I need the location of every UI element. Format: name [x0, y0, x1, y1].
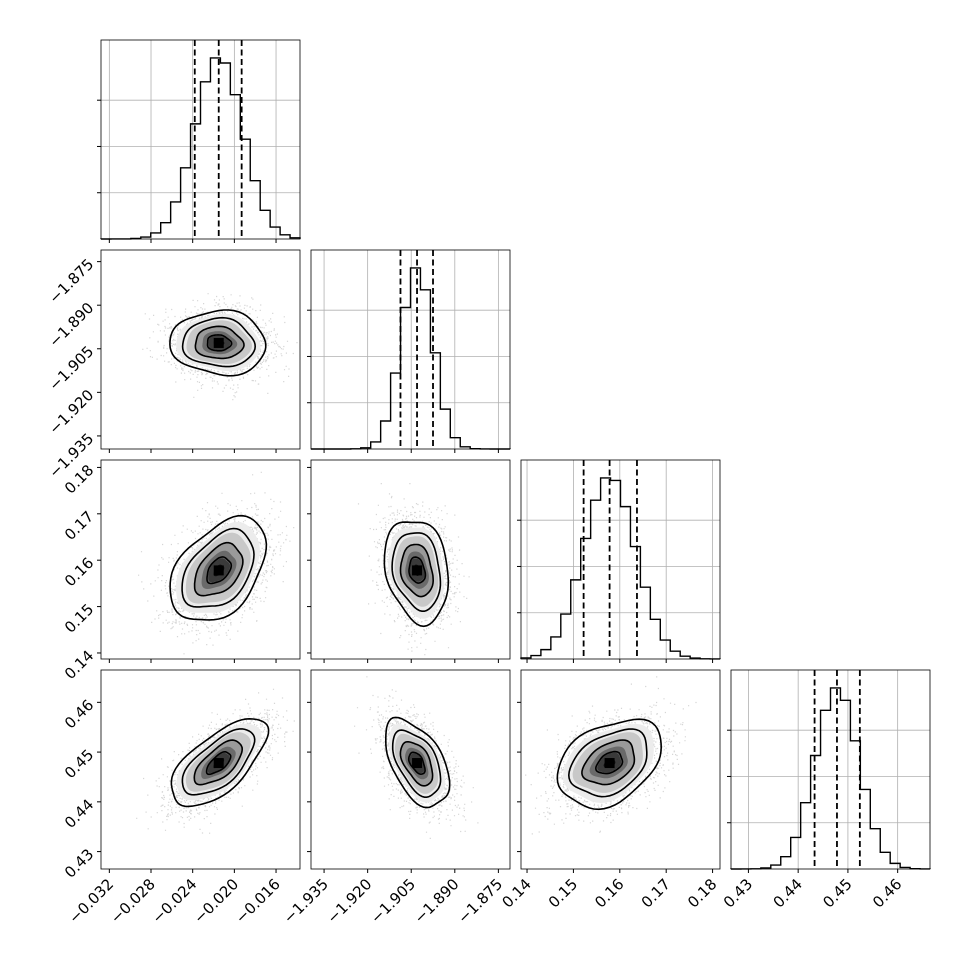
histogram-step-line [520, 477, 721, 660]
y-tick-label: 0.46 [61, 696, 97, 732]
contour-line [194, 325, 245, 360]
density-peak [213, 758, 224, 769]
y-tick-label: 0.16 [61, 554, 97, 590]
x-tick-label: −1.905 [367, 875, 419, 927]
y-tick-label: 0.45 [61, 746, 97, 782]
sample-points [136, 688, 295, 834]
contour-line [581, 739, 636, 786]
contour-line [391, 532, 442, 612]
histogram-step-line [730, 687, 931, 870]
x-tick-label: 0.46 [869, 875, 905, 911]
contour-line [181, 316, 257, 368]
panel-frame [730, 669, 931, 870]
panel-frame [310, 669, 511, 870]
sample-points [142, 293, 298, 401]
contour-line [206, 334, 233, 352]
y-tick-label: −1.905 [45, 342, 97, 394]
contour-line [170, 717, 270, 808]
histogram-panel-1 [307, 249, 511, 450]
density-panel-3-0 [97, 669, 301, 873]
panel-frame [100, 669, 301, 870]
density-peak [604, 758, 615, 769]
sample-points [357, 483, 470, 656]
contour-line [567, 728, 648, 798]
density-panel-2-0 [97, 459, 301, 663]
x-tick-label: −0.016 [232, 875, 284, 927]
x-tick-label: 0.45 [819, 875, 855, 911]
x-tick-label: 0.18 [684, 875, 720, 911]
x-tick-label: −0.024 [149, 875, 201, 927]
x-tick-label: −0.028 [107, 875, 159, 927]
density-panel-3-1 [307, 669, 511, 873]
histogram-step-line [100, 57, 301, 240]
y-tick-label: 0.17 [61, 507, 97, 543]
x-tick-label: −0.032 [65, 875, 117, 927]
density-peak [213, 565, 224, 576]
panel-frame [100, 39, 301, 240]
x-tick-label: 0.17 [638, 875, 674, 911]
contour-line [206, 556, 233, 585]
y-tick-label: −1.890 [45, 299, 97, 351]
contour-line [169, 514, 268, 621]
y-tick-label: −1.875 [45, 255, 97, 307]
density-panel-3-2 [517, 669, 721, 873]
panel-frame [100, 249, 301, 450]
panel-frame [520, 459, 721, 660]
x-tick-label: −1.875 [454, 875, 506, 927]
contour-line [556, 718, 663, 811]
density-panel-2-1 [307, 459, 511, 663]
y-tick-label: 0.15 [61, 600, 97, 636]
histogram-panel-3 [727, 669, 931, 870]
contour-line [193, 739, 244, 786]
panel-frame [310, 249, 511, 450]
contour-line [181, 527, 255, 608]
x-tick-label: −0.020 [190, 875, 242, 927]
contour-line [594, 750, 624, 775]
panel-frame [520, 669, 721, 870]
density-peak [412, 758, 423, 769]
sample-points [525, 676, 697, 835]
density-panel-1-0 [97, 249, 301, 453]
y-tick-label: 0.44 [61, 795, 97, 831]
histogram-panel-2 [517, 459, 721, 660]
contour-line [383, 521, 450, 628]
y-tick-label: 0.14 [61, 647, 97, 683]
contour-line [399, 741, 434, 787]
panel-frame [310, 459, 511, 660]
sample-points [354, 676, 479, 839]
panel-frame [100, 459, 301, 660]
x-tick-label: −1.935 [280, 875, 332, 927]
panel-background [101, 40, 300, 239]
contour-line [391, 729, 442, 798]
x-tick-label: −1.920 [323, 875, 375, 927]
x-tick-label: 0.16 [591, 875, 627, 911]
x-tick-label: 0.43 [720, 875, 756, 911]
contour-line [407, 751, 426, 776]
x-tick-label: 0.15 [545, 875, 581, 911]
y-tick-label: 0.43 [61, 845, 97, 881]
contour-line [385, 716, 451, 809]
x-tick-label: 0.44 [770, 875, 806, 911]
histogram-panel-0 [97, 39, 301, 240]
contour-line [399, 543, 435, 598]
x-tick-label: −1.890 [411, 875, 463, 927]
density-peak [213, 337, 224, 348]
x-tick-label: 0.14 [499, 875, 535, 911]
contour-line [169, 309, 267, 377]
contour-line [408, 556, 427, 584]
contour-line [205, 751, 232, 776]
density-peak [412, 565, 423, 576]
contour-line [181, 728, 256, 796]
y-tick-label: −1.920 [45, 386, 97, 438]
contour-line [193, 541, 244, 597]
